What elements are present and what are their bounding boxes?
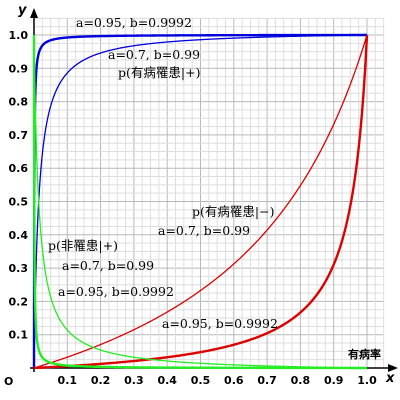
y-tick-label: 0.7	[9, 129, 29, 142]
x-tick-label: 0.2	[91, 374, 111, 387]
y-tick-label: 0.3	[9, 262, 29, 275]
y-tick-label: 0.2	[9, 295, 29, 308]
x-tick-label: 0.8	[291, 374, 311, 387]
blue-thin-label: a=0.7, b=0.99	[108, 47, 200, 62]
x-tick-label: 0.9	[324, 374, 344, 387]
x-tick-label: 0.4	[157, 374, 177, 387]
y-tick-label: 0.6	[9, 162, 29, 175]
series-neg-line	[33, 34, 368, 369]
y-tick-label: 0.4	[9, 229, 29, 242]
green-thin-label: a=0.7, b=0.99	[62, 258, 154, 273]
x-tick-label: 0.3	[124, 374, 144, 387]
blue-thick-label: a=0.95, b=0.9992	[76, 15, 192, 30]
y-tick-label: 0.8	[9, 96, 29, 109]
red-title-label: p(有病罹患|−)	[192, 204, 274, 219]
x-tick-label: 1.0	[357, 374, 377, 387]
grid	[34, 17, 385, 368]
series-notpos-line	[33, 34, 368, 369]
x-title: 有病率	[348, 347, 381, 361]
series-notpos-line	[32, 34, 367, 370]
green-thick-label: a=0.95, b=0.9992	[58, 284, 174, 299]
x-tick-label: 0.6	[224, 374, 244, 387]
y-tick-label: 1.0	[9, 29, 29, 42]
y-tick-label: 0.5	[9, 196, 29, 209]
y-tick-label: 0.9	[9, 62, 29, 75]
x-axis-label: x	[385, 371, 395, 386]
x-tick-label: 0.5	[191, 374, 211, 387]
x-axis-arrow	[388, 364, 398, 372]
x-tick-label: 0.7	[257, 374, 277, 387]
curves	[32, 33, 369, 370]
ticks: 0.1 0.2 0.3 0.4 0.5 0.6 0.7 0.8 0.9 1.0 0.1 0.2 0.3 0…	[9, 29, 378, 387]
blue-title-label: p(有病罹患|+)	[118, 65, 200, 80]
origin-label: O	[4, 375, 13, 388]
x-tick-label: 0.1	[58, 374, 78, 387]
red-thick-label: a=0.95, b=0.9992	[162, 316, 278, 331]
y-tick-label: 0.1	[9, 329, 29, 342]
y-axis-arrow	[30, 8, 38, 18]
series-pos-line	[32, 33, 367, 369]
series-neg-line	[32, 34, 369, 370]
red-thin-label: a=0.7, b=0.99	[158, 223, 250, 238]
series-pos-line	[33, 34, 368, 369]
y-axis-label: y	[18, 3, 27, 18]
green-title-label: p(非罹患|+)	[48, 238, 118, 253]
